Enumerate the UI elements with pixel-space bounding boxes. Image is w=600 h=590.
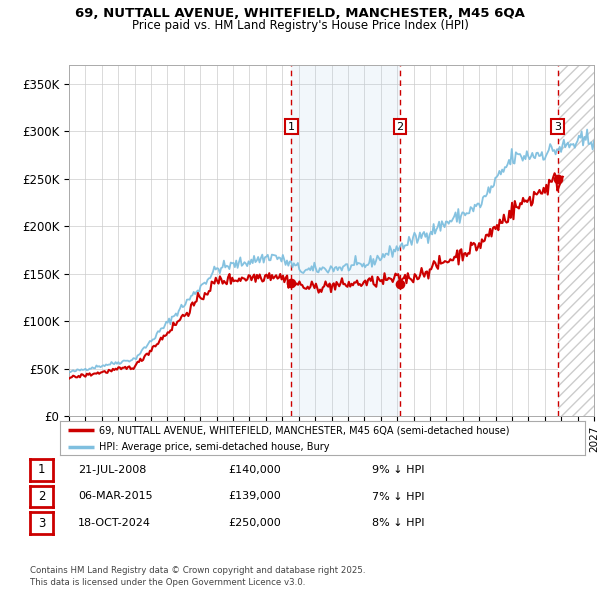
Text: 69, NUTTALL AVENUE, WHITEFIELD, MANCHESTER, M45 6QA (semi-detached house): 69, NUTTALL AVENUE, WHITEFIELD, MANCHEST… bbox=[100, 425, 510, 435]
Text: 3: 3 bbox=[38, 516, 45, 530]
Text: 1: 1 bbox=[38, 463, 45, 477]
Text: 2: 2 bbox=[38, 490, 45, 503]
Text: HPI: Average price, semi-detached house, Bury: HPI: Average price, semi-detached house,… bbox=[100, 442, 330, 452]
Text: 69, NUTTALL AVENUE, WHITEFIELD, MANCHESTER, M45 6QA: 69, NUTTALL AVENUE, WHITEFIELD, MANCHEST… bbox=[75, 7, 525, 20]
Bar bbox=[558, 65, 594, 416]
Text: Price paid vs. HM Land Registry's House Price Index (HPI): Price paid vs. HM Land Registry's House … bbox=[131, 19, 469, 32]
Text: £140,000: £140,000 bbox=[228, 465, 281, 475]
Text: Contains HM Land Registry data © Crown copyright and database right 2025.
This d: Contains HM Land Registry data © Crown c… bbox=[30, 566, 365, 587]
Text: 21-JUL-2008: 21-JUL-2008 bbox=[78, 465, 146, 475]
Text: 1: 1 bbox=[288, 122, 295, 132]
Text: 8% ↓ HPI: 8% ↓ HPI bbox=[372, 518, 425, 528]
Text: 18-OCT-2024: 18-OCT-2024 bbox=[78, 518, 151, 528]
Bar bbox=[292, 65, 400, 416]
Text: 9% ↓ HPI: 9% ↓ HPI bbox=[372, 465, 425, 475]
Text: £139,000: £139,000 bbox=[228, 491, 281, 502]
Text: 3: 3 bbox=[554, 122, 561, 132]
Text: 06-MAR-2015: 06-MAR-2015 bbox=[78, 491, 152, 502]
Text: 2: 2 bbox=[397, 122, 403, 132]
Text: £250,000: £250,000 bbox=[228, 518, 281, 528]
Text: 7% ↓ HPI: 7% ↓ HPI bbox=[372, 491, 425, 502]
